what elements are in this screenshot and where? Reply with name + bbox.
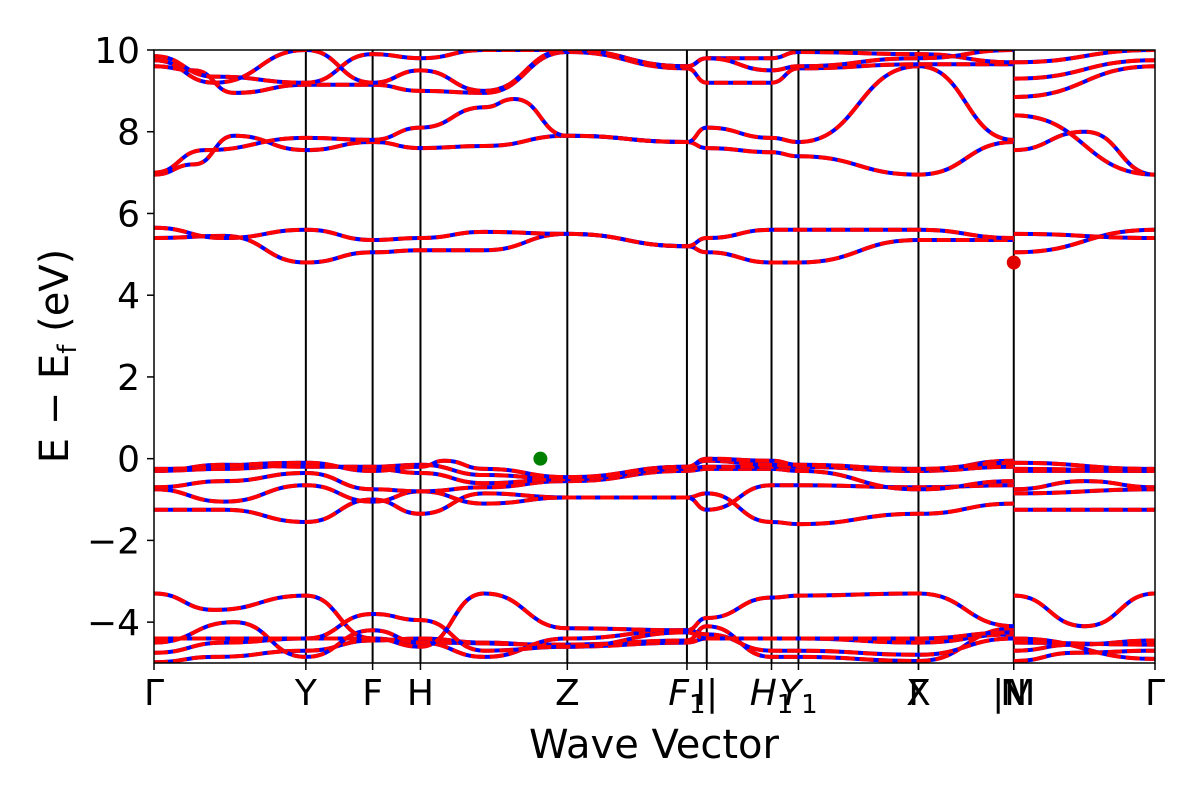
y-axis-title: E − Ef (eV) xyxy=(32,249,83,464)
band-0-spin-down xyxy=(154,632,1155,663)
x-tick-label-0: Γ xyxy=(144,673,164,714)
x-tick-label-3: H xyxy=(407,673,434,714)
x-axis-title: Wave Vector xyxy=(529,722,780,768)
plot-area xyxy=(153,49,1156,664)
x-tick-label-4: Z xyxy=(555,673,580,714)
x-tick-label-12: |M xyxy=(992,673,1035,714)
y-axis-title-sub: f xyxy=(53,344,83,354)
band-13-spin-down xyxy=(154,129,1155,177)
y-tick-label-1: −2 xyxy=(87,521,140,562)
band-6-spin-down xyxy=(154,479,1155,512)
x-tick-label-1: Y xyxy=(294,673,318,714)
band-9-spin-down xyxy=(154,458,1155,482)
x-tick-label-8: Y1 xyxy=(779,673,818,720)
band-15-spin-down xyxy=(154,50,1155,99)
band-5-spin-down xyxy=(154,491,1155,527)
band-3-spin-down xyxy=(154,591,1155,649)
band-10-spin-down xyxy=(154,456,1155,480)
x-tick-label-11: N xyxy=(1000,673,1027,714)
y-tick-label-3: 2 xyxy=(117,358,140,399)
band-14-spin-down xyxy=(154,64,1155,177)
x-tick-label-2: F xyxy=(362,673,383,714)
band-2-spin-down xyxy=(154,620,1155,661)
y-axis-title-unit: (eV) xyxy=(32,249,78,345)
y-tick-label-5: 6 xyxy=(117,194,140,235)
x-tick-label-6: I| xyxy=(695,673,718,714)
extremum-marker-1 xyxy=(1006,255,1021,270)
y-tick-label-2: 0 xyxy=(117,440,140,481)
x-tick-label-5: F1 xyxy=(668,673,705,720)
x-tick-label-7: H1 xyxy=(750,673,794,720)
y-tick-label-0: −4 xyxy=(87,603,140,644)
y-tick-label-4: 4 xyxy=(117,276,140,317)
x-tick-label-9: X xyxy=(906,673,931,714)
band-11-spin-down xyxy=(154,227,1155,265)
band-15-spin-up xyxy=(154,50,1155,99)
x-tick-label-13: Γ xyxy=(1145,673,1165,714)
y-axis-title-main: E − E xyxy=(32,354,78,464)
extremum-marker-0 xyxy=(533,451,548,466)
y-axis-ticks: −4 −2 0 2 4 6 8 10 xyxy=(87,31,154,644)
bands xyxy=(154,50,1155,663)
x-tick-label-10: Γ xyxy=(908,673,928,714)
plot-frame xyxy=(153,49,1156,664)
band-4-spin-down xyxy=(154,611,1155,653)
band-12-spin-down xyxy=(154,225,1155,249)
y-tick-label-7: 10 xyxy=(94,31,140,72)
y-tick-label-6: 8 xyxy=(117,113,140,154)
